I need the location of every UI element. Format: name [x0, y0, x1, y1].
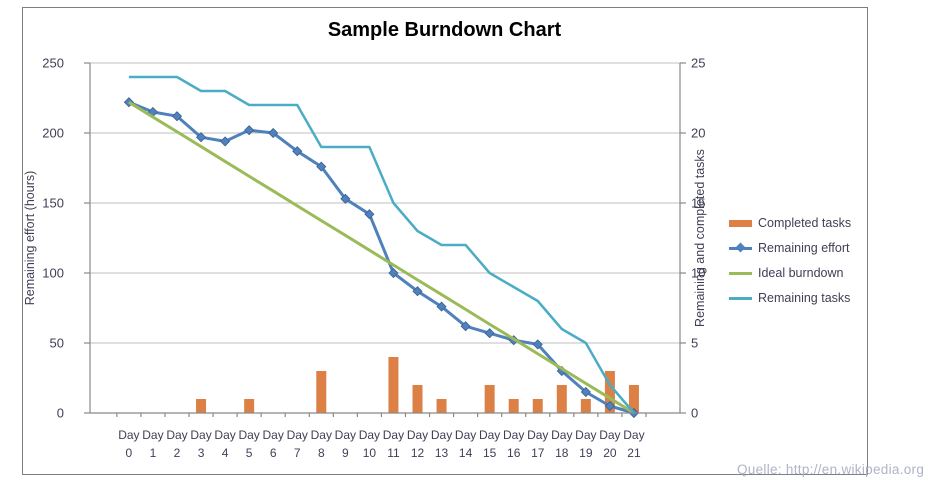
legend-label: Ideal burndown	[758, 266, 844, 280]
x-tick-label: Day 1	[142, 428, 163, 460]
legend-item-completed-tasks: Completed tasks	[729, 216, 851, 230]
x-tick-label: Day 8	[311, 428, 332, 460]
remaining-effort-marker	[532, 339, 543, 350]
x-tick-label: Day 10	[359, 428, 380, 460]
x-tick-label: Day 20	[599, 428, 620, 460]
x-tick-label: Day 19	[575, 428, 596, 460]
remaining-effort-marker	[340, 193, 351, 204]
remaining-effort-marker	[460, 321, 471, 332]
remaining-effort-swatch-icon	[729, 242, 752, 253]
x-tick-label: Day 0	[118, 428, 139, 460]
completed-tasks-bar	[436, 399, 447, 413]
completed-tasks-bar	[412, 385, 423, 413]
x-tick-label: Day 4	[214, 428, 235, 460]
right-tick-label: 25	[691, 56, 705, 71]
completed-tasks-bar	[604, 371, 615, 413]
completed-tasks-bar	[484, 385, 495, 413]
remaining-effort-marker	[316, 161, 327, 172]
completed-tasks-bar	[244, 399, 255, 413]
x-tick-label: Day 7	[287, 428, 308, 460]
completed-tasks-bar	[388, 357, 399, 413]
remaining-effort-marker	[436, 301, 447, 312]
remaining-tasks-line	[128, 75, 635, 414]
legend-item-remaining-tasks: Remaining tasks	[729, 291, 851, 305]
x-tick-label: Day 9	[335, 428, 356, 460]
remaining-effort-marker	[388, 267, 399, 279]
remaining-effort-marker	[244, 125, 255, 136]
remaining-effort-marker	[580, 386, 591, 398]
x-tick-label: Day 18	[551, 428, 572, 460]
legend-item-remaining-effort: Remaining effort	[729, 241, 851, 255]
x-tick-label: Day 17	[527, 428, 548, 460]
x-tick-label: Day 21	[623, 428, 644, 460]
right-tick-label: 15	[691, 196, 705, 211]
remaining-effort-line	[128, 100, 635, 415]
remaining-effort-marker	[220, 136, 231, 147]
left-axis-title: Remaining effort (hours)	[23, 171, 37, 306]
left-tick-label: 200	[42, 126, 64, 141]
ideal-burndown-swatch-icon	[729, 271, 752, 275]
source-caption: Quelle: http://en.wikipedia.org	[737, 462, 925, 477]
left-tick-label: 150	[42, 196, 64, 211]
remaining-effort-marker	[604, 400, 615, 412]
completed-tasks-bar	[532, 399, 543, 413]
x-tick-label: Day 12	[407, 428, 428, 460]
completed-tasks-bar	[508, 399, 519, 413]
x-tick-label: Day 5	[238, 428, 259, 460]
legend-label: Completed tasks	[758, 216, 852, 230]
remaining-tasks-swatch-icon	[729, 296, 752, 300]
remaining-effort-marker	[171, 111, 183, 122]
left-tick-label: 100	[42, 266, 64, 281]
x-tick-label: Day 13	[431, 428, 452, 460]
chart-border	[22, 7, 868, 475]
completed-tasks-bar	[556, 385, 567, 413]
completed-tasks-bar	[580, 399, 591, 413]
completed-tasks-bar	[316, 371, 327, 413]
right-tick-label: 0	[691, 406, 698, 421]
completed-tasks-swatch-icon	[729, 219, 752, 227]
remaining-effort-marker	[484, 328, 495, 339]
legend-label: Remaining effort	[758, 241, 850, 255]
remaining-effort-marker	[268, 127, 279, 139]
x-tick-label: Day 3	[190, 428, 211, 460]
legend-item-ideal-burndown: Ideal burndown	[729, 266, 851, 280]
completed-tasks-bar	[196, 399, 207, 413]
x-tick-label: Day 16	[503, 428, 524, 460]
ideal-burndown-line	[128, 100, 635, 415]
remaining-effort-marker	[195, 132, 207, 143]
completed-tasks-bar	[628, 385, 639, 413]
left-tick-label: 250	[42, 56, 64, 71]
legend-label: Remaining tasks	[758, 291, 851, 305]
right-tick-label: 20	[691, 126, 705, 141]
remaining-effort-marker	[364, 209, 375, 220]
right-tick-label: 10	[691, 266, 705, 281]
remaining-effort-marker	[292, 146, 303, 157]
legend: Completed tasks Remaining effort Ideal b…	[729, 216, 851, 305]
x-tick-label: Day 2	[166, 428, 187, 460]
x-tick-label: Day 6	[263, 428, 284, 460]
left-tick-label: 50	[50, 336, 64, 351]
diamond-marker-icon	[735, 242, 746, 253]
chart-title: Sample Burndown Chart	[327, 19, 562, 41]
right-axis-title: Remaining and completed tasks	[693, 149, 707, 327]
right-tick-label: 5	[691, 336, 698, 351]
x-tick-label: Day 15	[479, 428, 500, 460]
left-tick-label: 0	[57, 406, 64, 421]
x-tick-label: Day 11	[383, 428, 404, 460]
x-tick-label: Day 14	[455, 428, 476, 460]
remaining-effort-marker	[412, 286, 423, 297]
